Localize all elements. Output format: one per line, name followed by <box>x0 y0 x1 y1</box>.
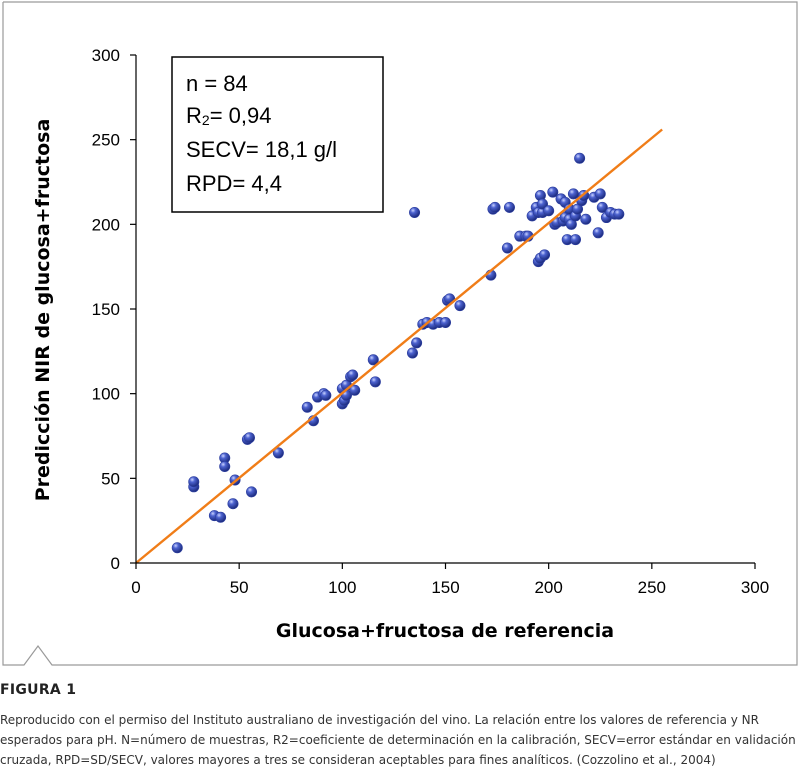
data-point <box>543 205 555 217</box>
data-point <box>503 201 515 213</box>
y-tick-label: 50 <box>101 469 120 488</box>
data-point <box>406 347 418 359</box>
data-point <box>219 460 231 472</box>
stat-secv: SECV= 18,1 g/l <box>186 137 337 162</box>
x-tick-label: 200 <box>534 578 562 597</box>
x-tick-label: 300 <box>741 578 769 597</box>
data-point <box>246 486 258 498</box>
figure-caption: Reproducido con el permiso del Instituto… <box>0 713 796 767</box>
y-tick-label: 200 <box>92 215 120 234</box>
data-point <box>215 511 227 523</box>
y-tick-label: 150 <box>92 300 120 319</box>
data-point <box>227 498 239 510</box>
data-point <box>301 401 313 413</box>
y-tick-label: 250 <box>92 131 120 150</box>
data-point <box>411 337 423 349</box>
y-axis-title: Predicción NIR de glucosa+fructosa <box>32 119 54 502</box>
stat-r2: R2= 0,94 <box>186 103 271 128</box>
data-point <box>536 198 548 210</box>
data-point <box>369 376 381 388</box>
data-point <box>272 447 284 459</box>
scatter-plot: 0 50 100 150 200 250 300 0 50 100 150 200 250 300 <box>92 46 770 597</box>
stats-box-border <box>171 56 384 213</box>
x-axis-title: Glucosa+fructosa de referencia <box>276 620 614 642</box>
y-tick-label: 0 <box>111 554 120 573</box>
figure-label: FIGURA 1 <box>0 682 77 698</box>
data-point <box>349 384 361 396</box>
chart-frame <box>2 1 798 666</box>
x-tick-label: 50 <box>230 578 249 597</box>
data-point <box>367 354 379 366</box>
data-point <box>489 201 501 213</box>
data-point <box>594 188 606 200</box>
data-point <box>409 206 421 218</box>
data-point <box>501 242 513 254</box>
x-tick-label: 150 <box>431 578 459 597</box>
data-point <box>539 249 551 261</box>
data-point <box>188 476 200 488</box>
data-point <box>347 369 359 381</box>
data-point <box>567 188 579 200</box>
data-point <box>243 432 255 444</box>
stat-r2-subscript: 2 <box>202 112 210 128</box>
data-point <box>439 317 451 329</box>
data-point <box>574 152 586 164</box>
y-tick-label: 300 <box>92 46 120 65</box>
data-point <box>596 201 608 213</box>
data-point <box>592 227 604 239</box>
x-tick-label: 0 <box>131 578 140 597</box>
data-point <box>320 389 332 401</box>
stats-box: n = 84 R2= 0,94 SECV= 18,1 g/l RPD= 4,4 <box>171 56 384 213</box>
regression-line <box>135 128 663 564</box>
data-point <box>569 234 581 246</box>
data-point <box>580 213 592 225</box>
stat-n: n = 84 <box>186 71 248 96</box>
x-tick-label: 250 <box>638 578 666 597</box>
data-point <box>547 186 559 198</box>
y-tick-label: 100 <box>92 385 120 404</box>
data-point <box>171 542 183 554</box>
data-point <box>454 300 466 312</box>
data-point <box>613 208 625 220</box>
stat-rpd: RPD= 4,4 <box>186 171 282 196</box>
x-tick-label: 100 <box>328 578 356 597</box>
